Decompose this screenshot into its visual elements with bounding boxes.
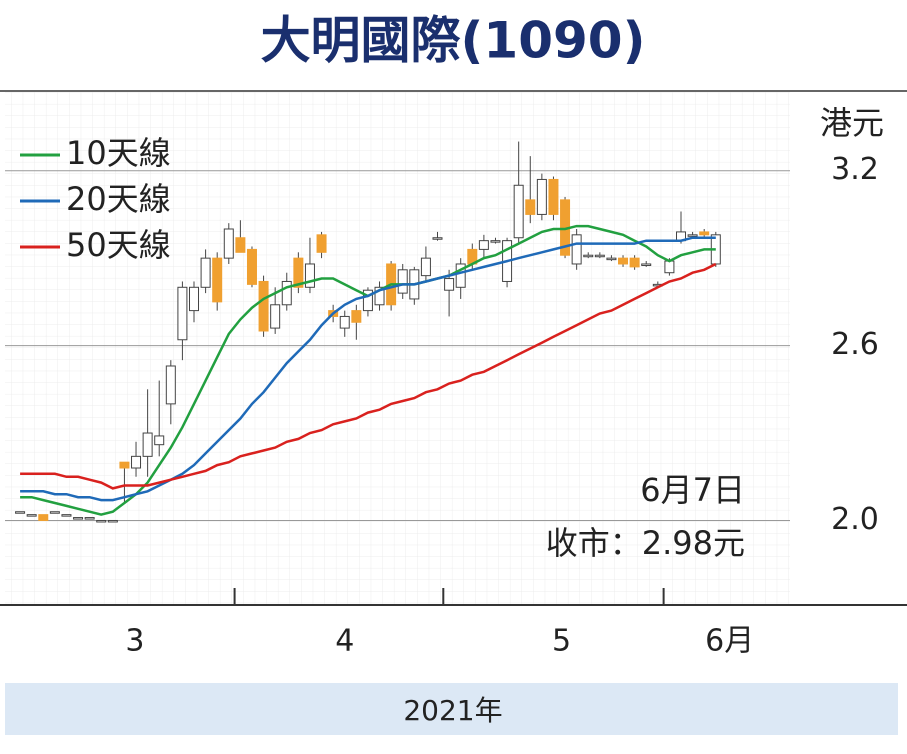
year-band (5, 683, 898, 735)
candle-body (618, 257, 629, 265)
candle-body (455, 263, 466, 288)
legend-label: 50天線 (66, 226, 171, 264)
candle-body (15, 511, 26, 514)
candle-body (212, 257, 223, 303)
candle-body (84, 517, 95, 520)
candle-body (478, 240, 489, 250)
candle-body (525, 199, 536, 215)
candle-body (177, 286, 188, 341)
candle-body (374, 286, 385, 306)
candle-body (490, 240, 501, 243)
candle-body (351, 310, 362, 323)
y-tick-label: 3.2 (831, 152, 879, 187)
annotation: 收市：2.98元 (546, 524, 745, 562)
x-axis-label: 2021年 (403, 694, 502, 727)
x-tick-label: 5 (552, 624, 571, 659)
legend-label: 10天線 (66, 134, 171, 172)
candle-body (246, 248, 257, 285)
candle-body (281, 280, 292, 306)
candle-body (420, 257, 431, 277)
candle-body (536, 178, 547, 215)
candle-body (142, 432, 153, 457)
ma-line (20, 262, 717, 490)
candle-body (641, 263, 652, 266)
candle-body (154, 435, 165, 446)
candle-body (629, 257, 640, 268)
candle-body (119, 461, 130, 469)
candle-body (594, 254, 605, 258)
y-tick-label: 2.0 (831, 502, 879, 537)
candle-body (235, 237, 246, 253)
candle-body (664, 260, 675, 274)
candle-body (270, 304, 281, 329)
candle-body (339, 315, 350, 329)
legend-label: 20天線 (66, 180, 171, 218)
x-tick-label: 3 (125, 624, 144, 659)
y-unit: 港元 (820, 104, 884, 142)
ma-line (20, 236, 716, 502)
y-tick-label: 2.6 (831, 327, 879, 362)
candle-body (699, 231, 710, 236)
candle-body (362, 289, 373, 312)
candle-body (397, 269, 408, 294)
candle-body (49, 511, 60, 514)
candle-body (107, 519, 118, 523)
annotation: 6月7日 (640, 471, 745, 509)
candle-body (444, 278, 455, 291)
candle-body (316, 234, 327, 253)
candle-body (200, 257, 211, 288)
candle-body (304, 263, 315, 288)
candle-body (131, 455, 142, 469)
candle-body (258, 280, 269, 332)
candle-body (96, 519, 107, 523)
candle-body (223, 228, 234, 259)
candle-body (38, 514, 49, 521)
candle-body (432, 237, 443, 240)
candle-body (26, 514, 37, 517)
candle-body (548, 178, 559, 215)
candle-body (73, 517, 84, 520)
candle-body (571, 234, 582, 265)
x-tick-label: 6月 (705, 624, 754, 659)
candle-body (583, 254, 594, 258)
chart-title: 大明國際(1090) (261, 12, 646, 70)
candle-body (687, 234, 698, 237)
candle-body (165, 365, 176, 405)
candle-body (606, 257, 617, 261)
candle-body (189, 286, 200, 312)
candle-body (61, 514, 72, 517)
candle-body (293, 257, 304, 288)
x-tick-label: 4 (335, 624, 354, 659)
minor-grid (5, 92, 790, 605)
candle-body (513, 184, 524, 239)
